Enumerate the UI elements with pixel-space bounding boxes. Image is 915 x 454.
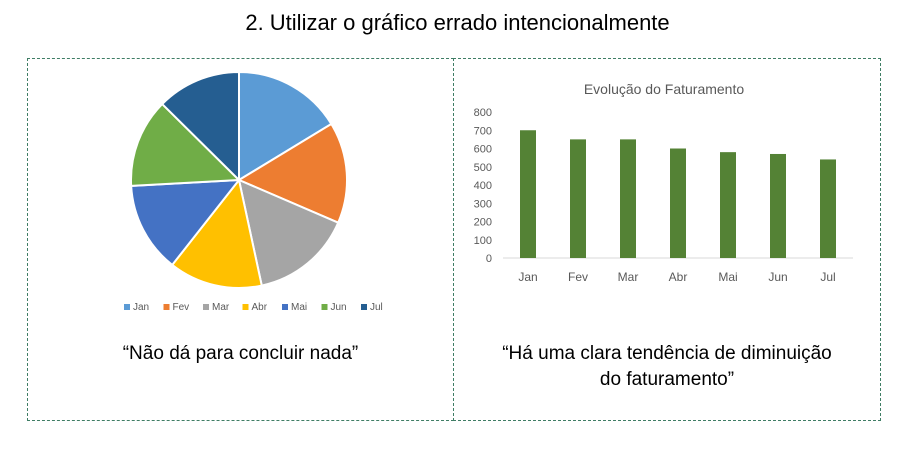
y-tick-label: 600 [474,144,492,156]
bar-y-ticks: 0 100 200 300 400 500 600 700 800 [474,107,492,265]
left-caption: “Não dá para concluir nada” [122,343,359,364]
pie-slice-mar [237,178,340,287]
bar-bars [520,130,836,258]
y-tick-label: 100 [474,235,492,247]
pie-legend: Jan Fev Mar Abr Mai Jun Jul [124,302,383,313]
pie-slice-jun [130,102,242,187]
x-tick-label: Mar [618,270,639,284]
x-tick-label: Jan [518,270,537,284]
y-tick-label: 0 [486,253,492,265]
right-caption-line-1: “Há uma clara tendência de diminuição [502,343,832,364]
x-tick-label: Jun [768,270,787,284]
x-tick-label: Jul [820,270,835,284]
pie-slice-fev [236,122,348,225]
legend-swatch-mar [203,304,209,310]
bar-x-ticks: Jan Fev Mar Abr Mai Jun Jul [518,270,835,284]
pie-slice-jul [160,70,240,183]
legend-label-abr: Abr [252,302,268,313]
legend-label-fev: Fev [173,302,190,313]
bar-mar [620,139,636,258]
legend-swatch-abr [242,304,249,310]
y-tick-label: 500 [474,162,492,174]
right-caption-line-2: do faturamento” [599,369,735,390]
bar-mai [720,152,736,258]
y-tick-label: 700 [474,125,492,137]
x-tick-label: Mai [718,270,737,284]
legend-label-mai: Mai [291,302,307,313]
bar-jan [520,130,536,258]
y-tick-label: 400 [474,180,492,192]
right-caption: “Há uma clara tendência de diminuição do… [453,341,881,393]
x-tick-label: Abr [669,270,688,284]
legend-swatch-jul [361,304,367,310]
bar-abr [670,148,686,258]
pie-slice-abr [170,177,263,289]
pie-slice-jan [238,70,333,182]
bar-fev [570,139,586,258]
y-tick-label: 800 [474,107,492,119]
right-panel [453,58,881,421]
legend-swatch-fev [163,304,170,310]
page-title: 2. Utilizar o gráfico errado intencional… [245,10,670,35]
legend-label-jan: Jan [133,302,149,313]
pie-slices [130,70,348,289]
legend-swatch-jan [124,304,130,310]
pie-slice-mai [130,178,242,267]
legend-label-jun: Jun [331,302,347,313]
y-tick-label: 200 [474,217,492,229]
legend-swatch-mai [282,304,288,310]
bar-jul [820,159,836,258]
bar-jun [770,153,786,258]
y-tick-label: 300 [474,198,492,210]
legend-label-mar: Mar [212,302,230,313]
legend-label-jul: Jul [370,302,383,313]
x-tick-label: Fev [568,270,588,284]
bar-chart-title: Evolução do Faturamento [584,81,745,97]
legend-swatch-jun [321,304,328,310]
